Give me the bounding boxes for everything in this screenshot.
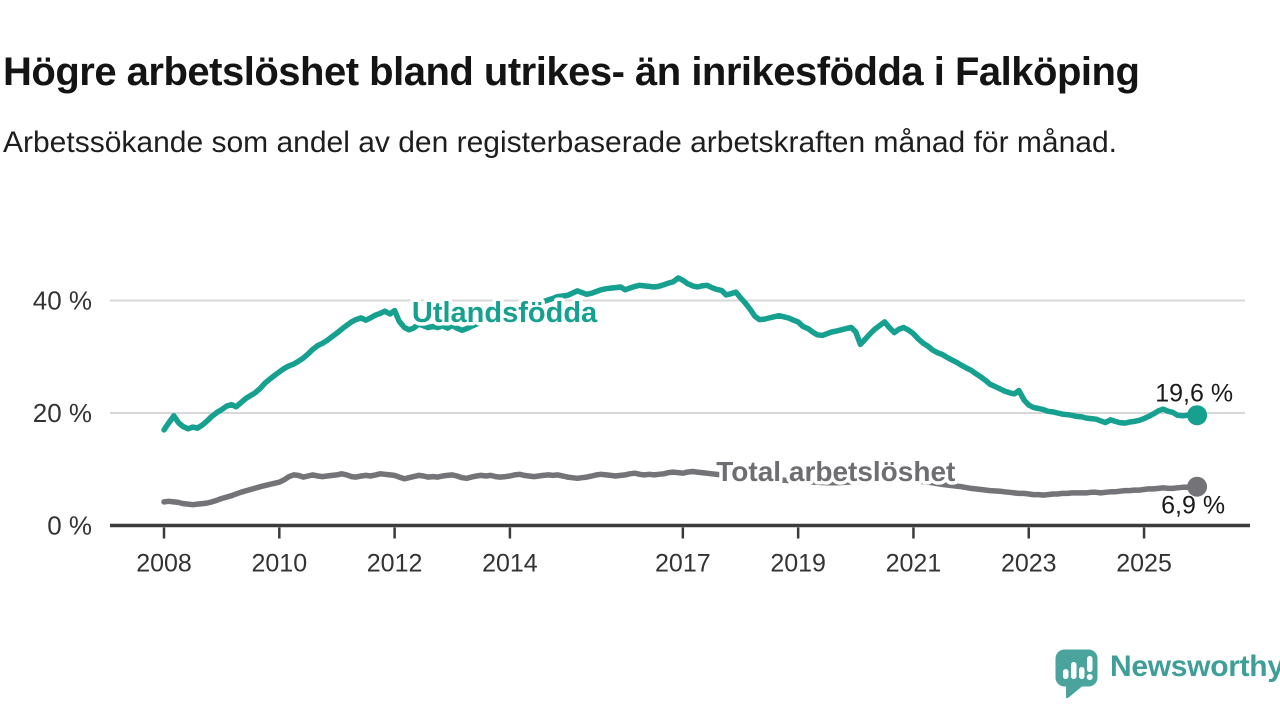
- x-axis-label: 2021: [886, 550, 942, 578]
- y-axis-label: 0 %: [47, 511, 92, 541]
- end-value-label-utlandsfodda: 19,6 %: [1155, 379, 1233, 407]
- end-dot-total: [1187, 476, 1208, 497]
- x-axis-label: 2014: [482, 550, 538, 578]
- x-axis-label: 2019: [770, 550, 826, 578]
- x-axis-label: 2012: [367, 550, 423, 578]
- newsworthy-logo-text: Newsworthy: [1110, 650, 1280, 683]
- end-value-label-total: 6,9 %: [1161, 492, 1225, 520]
- series-line-utlandsfodda: [161, 275, 1200, 433]
- x-axis-label: 2008: [136, 550, 192, 578]
- x-axis-label: 2010: [251, 550, 307, 578]
- series-line-total: [161, 468, 1200, 508]
- newsworthy-logo: Newsworthy: [1054, 648, 1280, 700]
- x-axis-label: 2023: [1001, 550, 1057, 578]
- series-label-total: Total arbetslöshet: [716, 456, 955, 487]
- y-axis-label: 20 %: [33, 398, 92, 428]
- y-axis-label: 40 %: [33, 286, 92, 316]
- series-label-utlandsfodda: Utlandsfödda: [412, 297, 598, 329]
- chart-subtitle: Arbetssökande som andel av den registerb…: [3, 126, 1117, 159]
- x-axis-label: 2025: [1116, 550, 1172, 578]
- chart-title: Högre arbetslöshet bland utrikes- än inr…: [3, 49, 1140, 94]
- x-axis-label: 2017: [655, 550, 711, 578]
- end-dot-utlandsfodda: [1187, 405, 1208, 426]
- newsworthy-logo-icon: [1055, 649, 1098, 699]
